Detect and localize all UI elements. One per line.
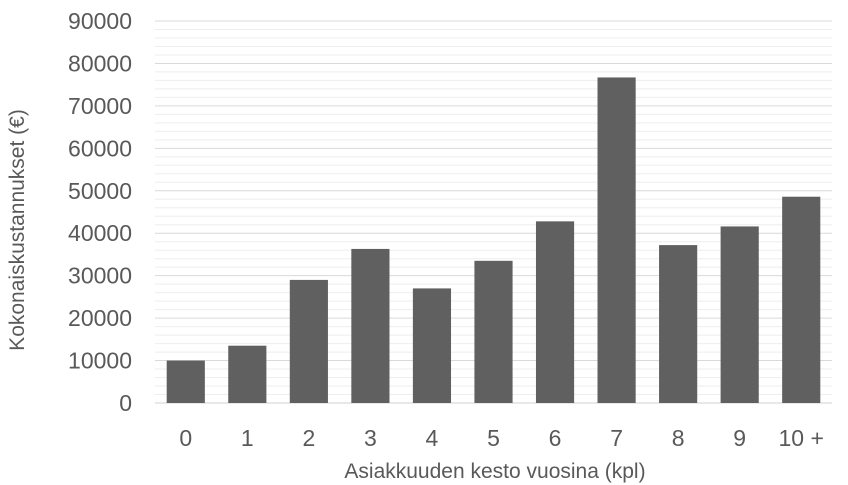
- bar: [289, 279, 328, 403]
- x-tick-label: 9: [733, 425, 746, 451]
- x-tick-label: 8: [672, 425, 685, 451]
- x-tick-label: 5: [487, 425, 500, 451]
- y-tick-label: 50000: [68, 178, 132, 204]
- x-tick-label: 1: [241, 425, 254, 451]
- bar: [351, 248, 390, 403]
- y-tick-label: 10000: [68, 348, 132, 374]
- y-tick-label: 30000: [68, 263, 132, 289]
- x-tick-label: 3: [364, 425, 377, 451]
- bars: [166, 77, 821, 403]
- bar: [228, 345, 267, 403]
- bar: [597, 77, 636, 403]
- x-tick-label: 2: [302, 425, 315, 451]
- bar: [535, 221, 575, 403]
- x-tick-label: 7: [610, 425, 623, 451]
- bar: [166, 360, 205, 403]
- x-tick-label: 6: [549, 425, 562, 451]
- bar: [412, 288, 452, 403]
- y-tick-label: 20000: [68, 305, 132, 331]
- y-tick-label: 90000: [68, 8, 132, 34]
- y-axis-ticks: 0 10000 20000 30000 40000 50000 60000 70000 8000…: [68, 8, 132, 416]
- y-tick-label: 0: [119, 390, 132, 416]
- x-tick-label: 0: [179, 425, 192, 451]
- bar: [782, 196, 821, 403]
- y-tick-label: 60000: [68, 135, 132, 161]
- bar: [474, 260, 513, 403]
- x-tick-label: 4: [426, 425, 439, 451]
- x-tick-label: 10 +: [779, 425, 824, 451]
- y-tick-label: 80000: [68, 50, 132, 76]
- x-axis-title: Asiakkuuden kesto vuosina (kpl): [344, 460, 645, 483]
- y-tick-label: 40000: [68, 220, 132, 246]
- bar: [659, 245, 698, 403]
- bar: [720, 226, 759, 403]
- y-axis-title: Kokonaiskustannukset (€): [6, 109, 29, 351]
- y-tick-label: 70000: [68, 93, 132, 119]
- x-axis-ticks: 0 1 2 3 4 5 6 7 8 9 10 +: [179, 425, 824, 451]
